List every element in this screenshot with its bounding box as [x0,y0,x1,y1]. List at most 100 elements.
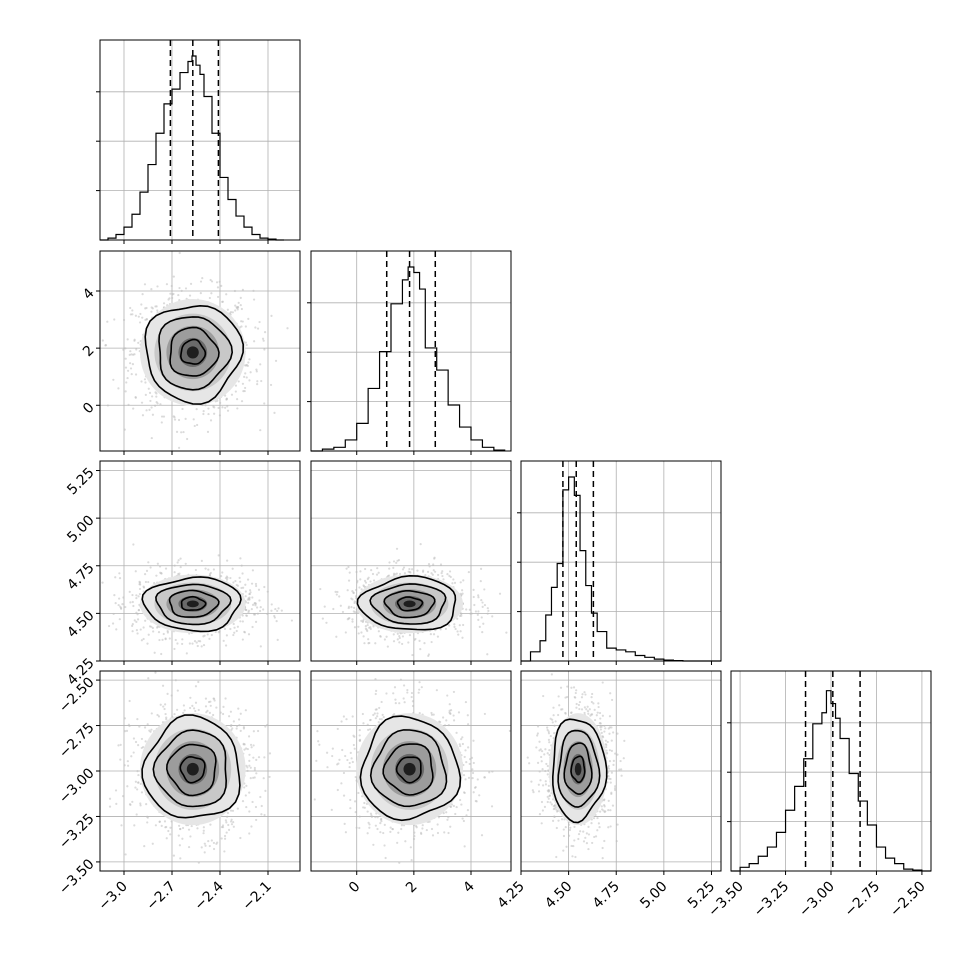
scatter-point [256,380,259,383]
scatter-point [208,296,211,300]
scatter-point [240,320,243,323]
scatter-point [232,581,235,584]
scatter-point [189,282,193,285]
histogram-panel [727,670,932,872]
scatter-point [134,780,137,783]
scatter-point [210,292,213,295]
scatter-point [133,353,136,356]
scatter-point [225,578,229,581]
scatter-point [189,696,192,699]
scatter-point [429,633,432,636]
scatter-point [286,327,289,330]
scatter-point [137,315,140,318]
scatter-point [338,595,341,598]
scatter-point [243,630,246,633]
scatter-point [458,614,462,618]
scatter-point [376,816,379,819]
scatter-point [245,614,248,617]
scatter-point [255,370,258,373]
scatter-point [207,407,210,410]
scatter-point [143,283,147,286]
contour-line [158,316,234,391]
scatter-point [457,711,461,714]
scatter-point [135,620,138,624]
scatter-point [379,634,382,638]
scatter-point [403,701,406,704]
histogram-step [311,266,506,452]
scatter-point [215,706,218,709]
scatter-point [251,625,254,629]
scatter-point [225,831,228,834]
scatter-point [192,418,195,421]
scatter-point [145,409,148,412]
scatter-point [142,585,145,588]
scatter-points [101,251,289,449]
scatter-point [218,280,221,283]
scatter-point [226,308,229,311]
scatter-point [143,726,147,729]
scatter-point [348,617,351,620]
scatter-point [221,300,224,303]
scatter-point [277,607,280,610]
scatter-point [140,401,144,404]
scatter-point [208,637,211,640]
scatter-point [208,844,211,848]
scatter-point [246,578,250,581]
scatter-point [462,819,465,823]
scatter-point [134,396,137,399]
scatter-point [418,688,421,691]
scatter-point [354,595,358,598]
scatter-point [159,703,162,706]
scatter-point [254,805,258,809]
scatter-point [355,570,358,574]
density-fill [186,600,199,608]
scatter-point [243,786,246,789]
scatter-point [238,724,241,727]
scatter-point [254,582,258,586]
scatter-point [249,371,252,374]
scatter-point [276,638,279,641]
scatter-point [365,628,368,631]
scatter-point [259,363,262,366]
scatter-point [454,627,457,631]
scatter-point [422,569,425,572]
scatter-point [427,562,431,566]
scatter-point [339,604,342,607]
scatter-point [146,815,149,818]
scatter-point [215,281,219,284]
density-fill [186,346,199,359]
scatter-point [190,824,193,828]
scatter-point [442,578,445,581]
scatter-point [129,362,132,365]
scatter-point [237,707,240,710]
scatter-point [409,571,412,574]
scatter-point [275,620,278,623]
scatter-point [413,834,416,838]
scatter-point [431,573,434,576]
scatter-point [428,565,431,568]
scatter-point [392,692,395,695]
scatter-point [151,307,154,310]
scatter-point [101,339,104,342]
scatter-point [137,341,140,344]
scatter-point [398,635,401,638]
scatter-point [248,753,251,756]
scatter-point [204,404,207,407]
scatter-point [262,608,265,611]
scatter-point [340,782,343,785]
contour-line [369,583,447,625]
scatter-point [166,631,169,634]
scatter-point [230,724,233,727]
scatter-point [255,818,258,822]
scatter-point [108,797,112,800]
scatter-point [244,794,247,797]
scatter-point [148,729,151,732]
scatter-point [424,573,427,577]
scatter-point [240,325,243,328]
scatter-point [209,823,212,826]
scatter-point [461,589,464,592]
scatter-point [194,709,197,713]
scatter-point [434,570,437,573]
scatter-point [426,570,430,573]
